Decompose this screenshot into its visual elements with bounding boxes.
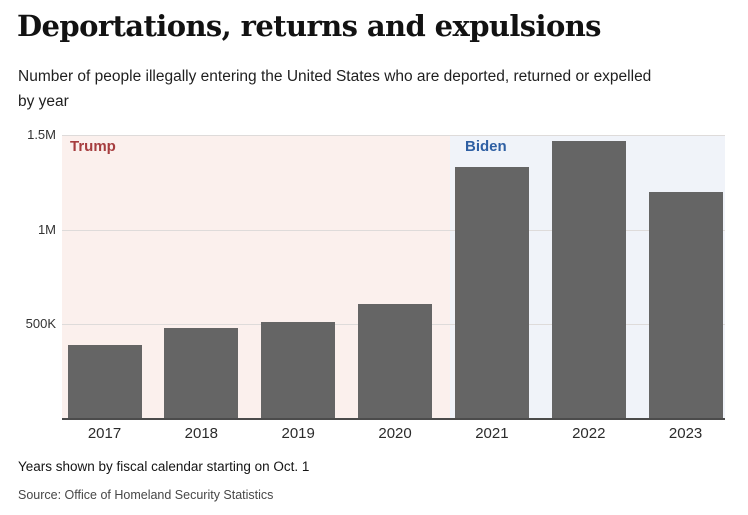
y-tick-label: 500K	[25, 316, 56, 332]
y-tick-label: 1.5M	[27, 127, 56, 142]
gridline	[62, 135, 725, 136]
bar-2023	[648, 192, 723, 419]
era-label-trump: Trump	[70, 138, 116, 155]
x-axis-line	[62, 418, 725, 420]
x-tick-label: 2020	[378, 425, 412, 442]
bar-2019	[261, 322, 336, 419]
era-label-biden: Biden	[465, 138, 507, 155]
y-axis: 500K 1M 1.5M	[0, 127, 56, 425]
chart-subtitle: Number of people illegally entering the …	[18, 68, 652, 110]
bar-2022	[551, 141, 626, 419]
x-axis: 2017 2018 2019 2020 2021 2022 2023	[62, 425, 725, 445]
bar-2017	[67, 345, 142, 419]
bar-2021	[454, 167, 529, 419]
x-tick-label: 2021	[475, 425, 509, 442]
bar-2020	[358, 304, 433, 419]
chart-title: Deportations, returns and expulsions	[17, 9, 602, 43]
y-tick-label: 1M	[37, 221, 56, 237]
x-tick-label: 2017	[87, 425, 122, 442]
x-tick-label: 2018	[184, 425, 219, 442]
chart-source: Source: Office of Homeland Security Stat…	[18, 488, 274, 502]
bar-2018	[164, 328, 239, 419]
x-tick-label: 2019	[281, 425, 315, 442]
chart-footnote: Years shown by fiscal calendar starting …	[18, 459, 310, 474]
x-tick-label: 2023	[668, 425, 703, 442]
plot-area: Trump Biden	[62, 135, 725, 420]
x-tick-label: 2022	[572, 425, 606, 442]
gridline	[62, 229, 725, 231]
